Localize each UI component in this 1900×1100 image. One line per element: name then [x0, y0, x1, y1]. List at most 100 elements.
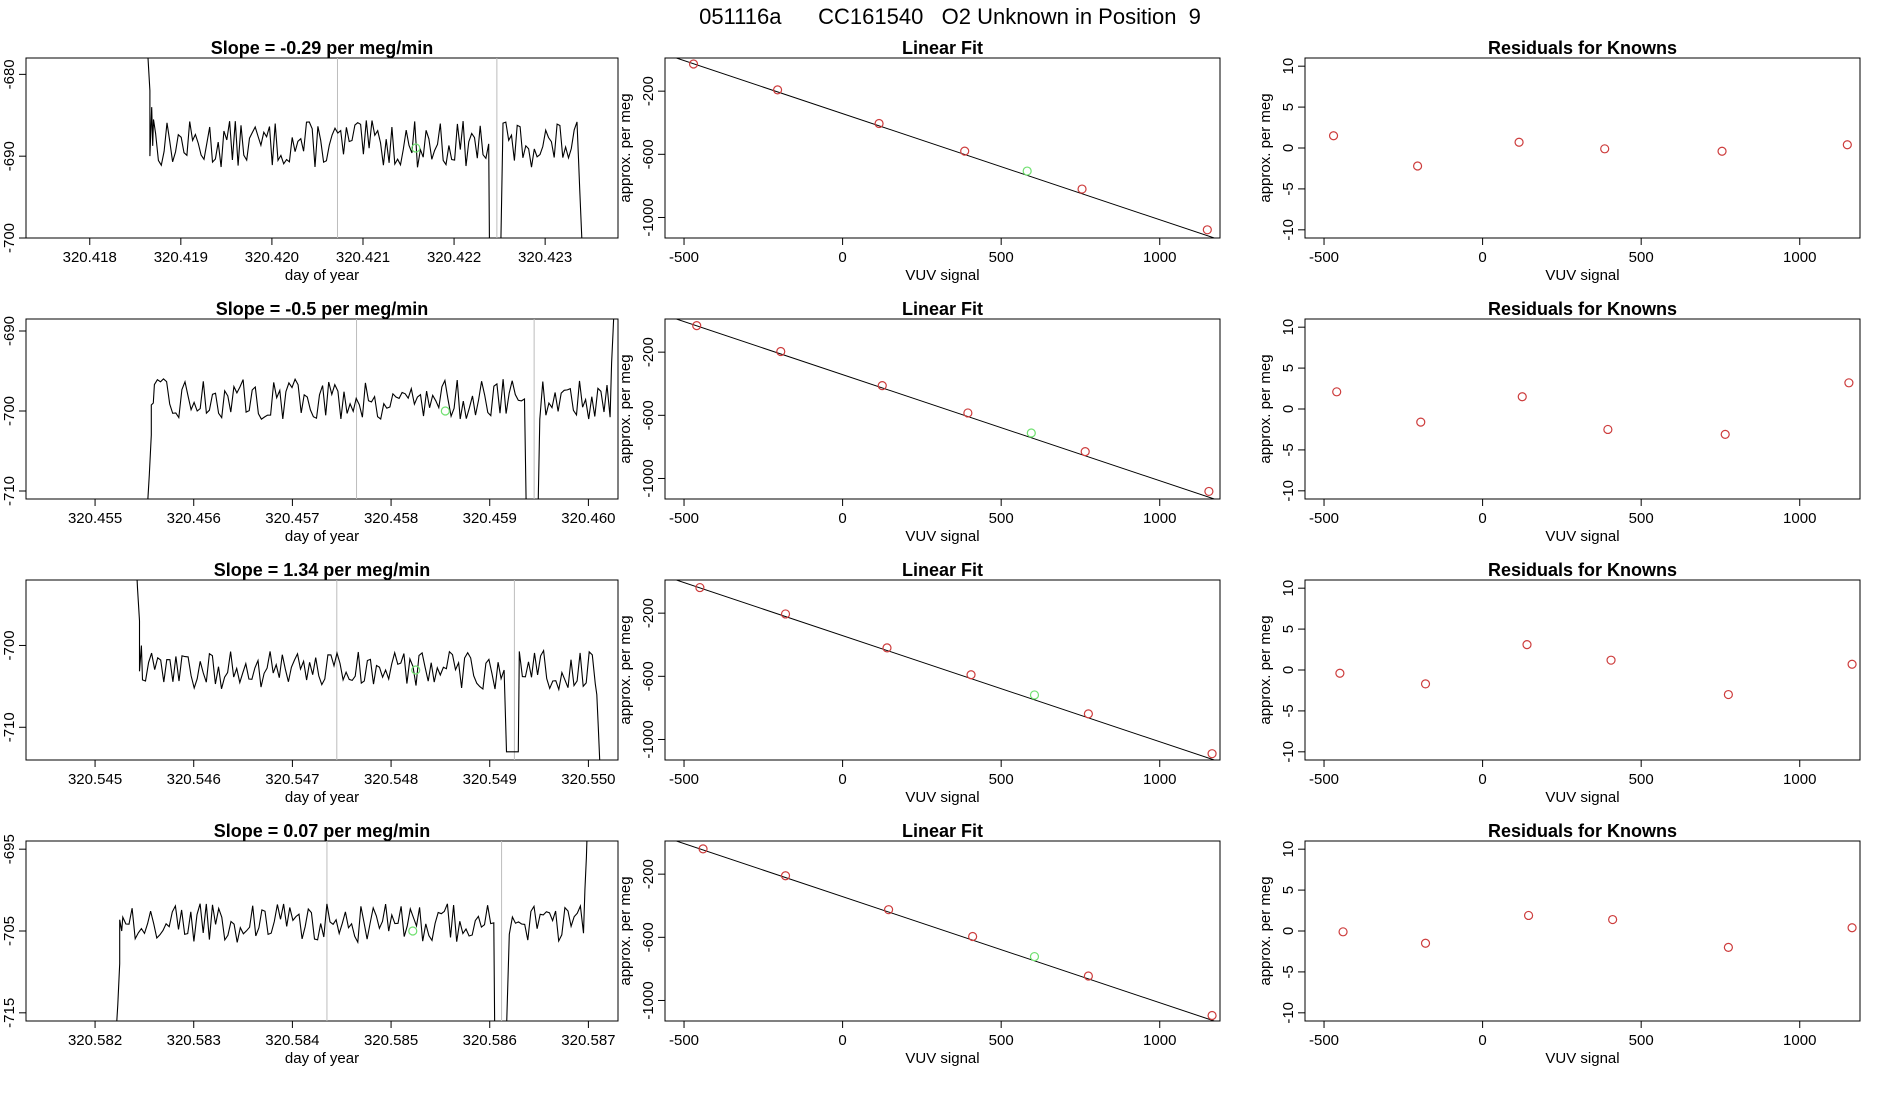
x-tick-label: 500: [1629, 510, 1654, 527]
x-tick-label: 320.550: [561, 771, 615, 788]
panel-3-1: Slope = 1.34 per meg/min 320.545 320.546 32…: [1, 560, 619, 806]
x-tick-label: 320.545: [68, 771, 122, 788]
y-tick-label: 5: [1280, 625, 1297, 633]
x-tick-label: 1000: [1783, 249, 1816, 266]
y-tick-label: -10: [1280, 1002, 1297, 1024]
known-point: [1608, 914, 1618, 925]
x-tick-label: 500: [989, 510, 1014, 527]
x-tick-label: 500: [1629, 1032, 1654, 1049]
known-point: [695, 582, 705, 593]
y-axis-label: approx. per meg: [617, 615, 634, 724]
known-point: [1083, 709, 1093, 719]
x-axis-label: VUV signal: [1545, 528, 1619, 545]
panel-3-3: Residuals for Knowns -500 0 500 1000 VUV sign…: [1257, 560, 1861, 806]
x-tick-label: 320.420: [245, 249, 299, 266]
plot-title: Linear Fit: [902, 821, 983, 841]
x-axis-label: day of year: [285, 789, 359, 806]
y-tick-label: -600: [640, 661, 657, 691]
panel-4-3: Residuals for Knowns -500 0 500 1000 VUV sign…: [1257, 821, 1861, 1067]
y-tick-label: -710: [1, 712, 18, 742]
unknown-point: [1029, 951, 1040, 962]
data-trace: [147, 58, 583, 238]
plot-title: Residuals for Knowns: [1488, 38, 1677, 58]
x-tick-label: 320.458: [364, 510, 418, 527]
plot-area: [674, 58, 1216, 238]
known-point: [1717, 146, 1727, 156]
x-tick-label: -500: [1309, 1032, 1339, 1049]
fit-line: [674, 319, 1216, 499]
y-tick-label: -5: [1280, 182, 1297, 195]
known-point: [1420, 679, 1431, 689]
y-tick-label: -600: [640, 922, 657, 952]
x-tick-label: 1000: [1783, 510, 1816, 527]
plot-title: Residuals for Knowns: [1488, 560, 1677, 580]
known-point: [1847, 659, 1857, 669]
known-point: [1847, 923, 1857, 933]
known-point: [1720, 429, 1730, 439]
plot-area: [147, 319, 615, 499]
plot-frame: [1304, 57, 1861, 239]
known-point: [1080, 447, 1090, 457]
x-tick-label: 1000: [1143, 771, 1176, 788]
x-tick-label: 320.586: [463, 1032, 517, 1049]
data-trace: [147, 319, 615, 499]
known-point: [780, 609, 791, 619]
panel-1-3: Residuals for Knowns -500 0 500 1000 VUV sign…: [1257, 38, 1861, 284]
y-axis-label: approx. per meg: [617, 93, 634, 202]
x-tick-label: 320.582: [68, 1032, 122, 1049]
data-trace: [116, 841, 588, 1021]
y-tick-label: -1000: [640, 459, 657, 497]
panel-4-2: Linear Fit -500 0 500 1000 VUV signal -200 -600…: [617, 821, 1221, 1067]
plot-area: [1332, 378, 1854, 439]
plot-title: Slope = 0.07 per meg/min: [214, 821, 431, 841]
plot-frame: [1304, 840, 1861, 1022]
x-tick-label: 320.418: [63, 249, 117, 266]
x-tick-label: 320.585: [364, 1032, 418, 1049]
y-tick-label: 0: [1280, 405, 1297, 413]
y-tick-label: -710: [1, 476, 18, 506]
plot-frame: [25, 579, 619, 761]
x-tick-label: 0: [838, 1032, 846, 1049]
known-point: [877, 381, 887, 391]
x-tick-label: 320.456: [167, 510, 221, 527]
known-point: [1723, 689, 1733, 700]
known-point: [688, 59, 699, 69]
y-tick-label: 10: [1280, 58, 1297, 75]
known-point: [1204, 486, 1214, 497]
y-tick-label: -10: [1280, 480, 1297, 502]
plot-area: [1335, 640, 1857, 700]
x-tick-label: 0: [1478, 771, 1486, 788]
known-point: [1523, 910, 1534, 921]
y-tick-label: -5: [1280, 443, 1297, 456]
y-tick-label: 0: [1280, 144, 1297, 152]
plot-area: [674, 841, 1217, 1021]
y-tick-label: -1000: [640, 720, 657, 758]
plot-area: [147, 58, 583, 238]
known-point: [1083, 971, 1093, 981]
known-point: [1328, 131, 1339, 141]
plot-area: [136, 580, 601, 760]
y-axis-label: approx. per meg: [1257, 615, 1274, 724]
panel-4-1: Slope = 0.07 per meg/min 320.582 320.583 32…: [1, 821, 619, 1067]
y-tick-label: -700: [1, 396, 18, 426]
x-axis-label: VUV signal: [905, 267, 979, 284]
known-point: [960, 146, 970, 156]
known-point: [874, 118, 884, 129]
x-tick-label: 320.547: [265, 771, 319, 788]
known-point: [1723, 942, 1733, 952]
plot-title: Residuals for Knowns: [1488, 821, 1677, 841]
y-tick-label: -1000: [640, 981, 657, 1019]
panel-2-3: Residuals for Knowns -500 0 500 1000 VUV sign…: [1257, 299, 1861, 545]
plot-area: [674, 580, 1217, 760]
y-tick-label: 0: [1280, 927, 1297, 935]
plot-title: Residuals for Knowns: [1488, 299, 1677, 319]
known-point: [1603, 424, 1613, 435]
y-tick-label: -200: [640, 859, 657, 889]
y-tick-label: -200: [640, 337, 657, 367]
x-tick-label: 320.583: [167, 1032, 221, 1049]
y-tick-label: -600: [640, 400, 657, 430]
x-tick-label: 500: [989, 1032, 1014, 1049]
y-tick-label: 10: [1280, 319, 1297, 336]
x-tick-label: 1000: [1143, 1032, 1176, 1049]
x-tick-label: 320.459: [463, 510, 517, 527]
